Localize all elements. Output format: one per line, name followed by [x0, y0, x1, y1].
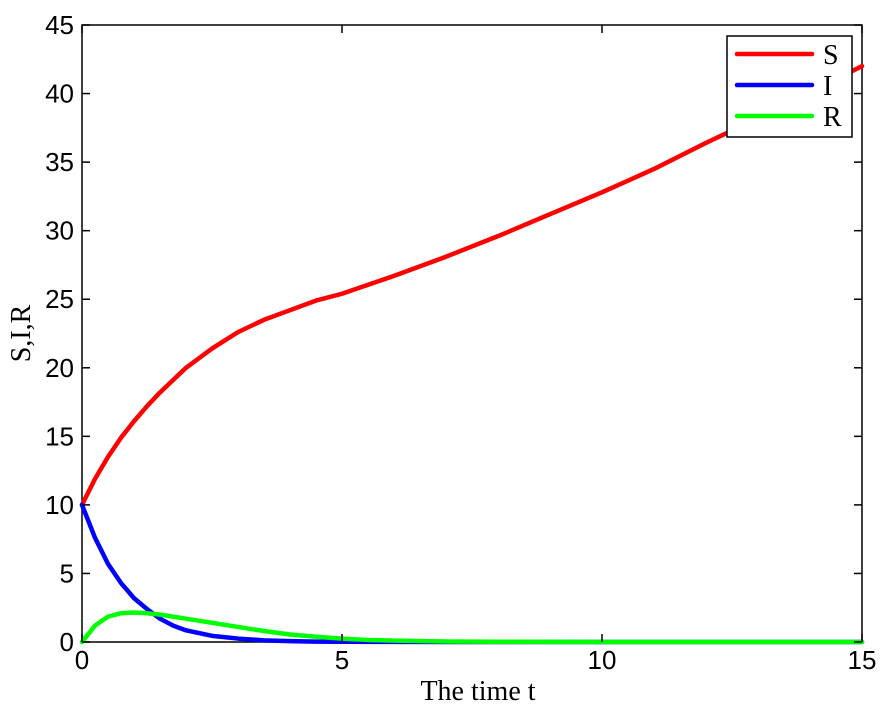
x-tick-label: 5 — [335, 645, 349, 675]
x-tick-label: 15 — [848, 645, 877, 675]
legend: SIR — [726, 35, 853, 138]
x-tick-label: 0 — [75, 645, 89, 675]
legend-items: SIR — [734, 40, 842, 133]
legend-label-i: I — [823, 71, 832, 102]
x-tick-label: 10 — [588, 645, 617, 675]
y-tick-label: 30 — [45, 216, 74, 246]
ticks-layer — [81, 24, 863, 643]
tick-labels: 0 5 10 15 0 5 10 15 20 25 30 35 40 45 — [45, 10, 876, 675]
y-tick-label: 5 — [60, 558, 74, 588]
legend-label-s: S — [823, 40, 839, 71]
series-line-s — [79, 63, 865, 508]
x-axis-title: The time t — [420, 676, 535, 707]
legend-label-r: R — [823, 102, 842, 133]
y-tick-label: 25 — [45, 284, 74, 314]
y-tick-label: 45 — [45, 10, 74, 40]
y-tick-label: 40 — [45, 79, 74, 109]
y-tick-label: 15 — [45, 421, 74, 451]
series-layer — [79, 63, 865, 645]
y-tick-label: 10 — [45, 490, 74, 520]
y-tick-label: 35 — [45, 147, 74, 177]
y-tick-label: 0 — [60, 627, 74, 657]
series-line-r — [79, 610, 865, 645]
y-tick-label: 20 — [45, 353, 74, 383]
y-axis-title: S,I,R — [6, 304, 37, 362]
